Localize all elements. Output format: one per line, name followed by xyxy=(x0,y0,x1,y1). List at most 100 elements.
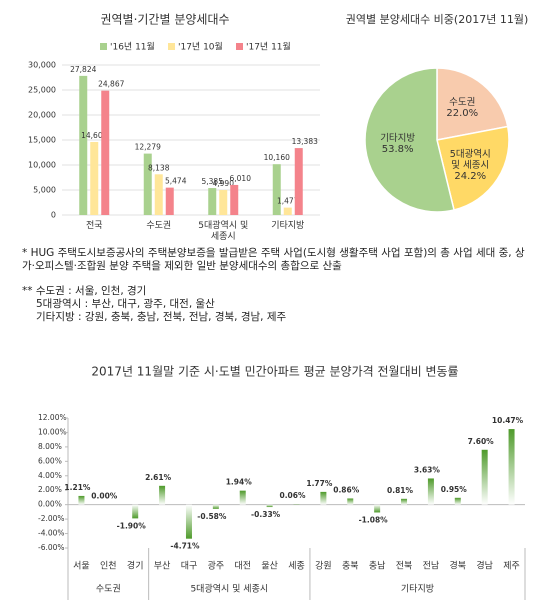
y-tick-label: 6.00% xyxy=(38,456,62,465)
y-tick-label: -6.00% xyxy=(38,543,65,552)
x-tick-label: 경북 xyxy=(450,560,467,572)
x-tick-label: 경남 xyxy=(476,560,493,572)
bar xyxy=(143,153,152,215)
value-label: 8,138 xyxy=(148,163,170,172)
value-label: 5,474 xyxy=(165,177,187,186)
value-label: 0.86% xyxy=(333,485,360,494)
x-tick-label: 대전 xyxy=(234,561,251,572)
slice-value: 24.2% xyxy=(454,171,487,183)
bar xyxy=(154,174,163,215)
y-tick-label: 20,000 xyxy=(28,111,56,120)
x-tick-label: 기타지방 xyxy=(271,221,305,231)
y-tick-label: 15,000 xyxy=(28,136,56,145)
bar xyxy=(219,190,228,215)
x-tick-label: 강원 xyxy=(315,561,332,572)
value-label: 7.60% xyxy=(468,437,495,446)
legend-swatch xyxy=(100,43,107,50)
bar xyxy=(78,495,85,505)
value-label: 1.77% xyxy=(306,479,333,488)
group-label: 기타지방 xyxy=(401,584,434,595)
x-tick-label: 서울 xyxy=(73,561,90,572)
slice-value: 53.8% xyxy=(381,143,414,155)
x-tick-label: 전국 xyxy=(85,221,103,231)
bar xyxy=(165,187,174,215)
value-label: 10.47% xyxy=(492,416,524,425)
x-tick-label: 전남 xyxy=(423,561,440,572)
x-tick-label: 광주 xyxy=(208,560,225,572)
bar xyxy=(294,148,303,215)
y-tick-label: 0.00% xyxy=(38,500,62,509)
region-note: 5대광역시 : 부산, 대구, 광주, 대전, 울산 xyxy=(36,298,215,310)
legend-label: '17년 11월 xyxy=(246,41,291,53)
value-label: 1,477 xyxy=(277,197,299,206)
bar xyxy=(132,504,139,519)
value-label: 0.95% xyxy=(441,485,468,494)
y-tick-label: 0 xyxy=(51,211,56,220)
chart-title: 2017년 11월말 기준 시·도별 민간아파트 평균 분양가격 전월대비 변동… xyxy=(91,365,458,379)
y-tick-label: 25,000 xyxy=(28,86,56,95)
bar xyxy=(481,449,488,505)
value-label: 0.06% xyxy=(279,491,306,500)
x-tick-label: 제주 xyxy=(503,561,520,572)
bar xyxy=(266,504,273,508)
value-label: -0.33% xyxy=(251,510,281,519)
value-label: -1.90% xyxy=(117,521,147,530)
y-tick-label: 8.00% xyxy=(38,442,62,451)
y-tick-label: -4.00% xyxy=(38,529,65,538)
x-tick-label: 부산 xyxy=(154,561,171,572)
value-label: 3.63% xyxy=(414,465,441,474)
slice-label: 수도권 xyxy=(449,97,476,109)
footnote: * HUG 주택도시보증공사의 주택분양보증을 발급받은 주택 사업(도시형 생… xyxy=(22,247,525,272)
value-label: 1.21% xyxy=(64,483,91,492)
value-label: -1.08% xyxy=(359,515,389,524)
bar xyxy=(208,188,217,215)
group-label: 수도권 xyxy=(96,583,121,595)
legend-label: '16년 11월 xyxy=(110,41,155,53)
bar xyxy=(239,490,246,505)
value-label: 10,160 xyxy=(264,153,290,162)
value-label: 2.61% xyxy=(145,473,172,482)
y-tick-label: -2.00% xyxy=(38,514,65,523)
y-tick-label: 10,000 xyxy=(28,161,56,170)
bar xyxy=(79,75,88,215)
pie-slice xyxy=(364,67,455,213)
bar xyxy=(427,478,434,505)
bar xyxy=(272,164,281,215)
value-label: 24,867 xyxy=(98,80,124,89)
x-tick-label: 전북 xyxy=(396,561,413,572)
y-tick-label: 5,000 xyxy=(33,186,56,195)
bar xyxy=(185,504,192,539)
value-label: 0.00% xyxy=(91,492,118,501)
x-tick-label: 세종 xyxy=(288,561,305,572)
y-tick-label: 12.00% xyxy=(38,413,67,422)
value-label: 12,279 xyxy=(135,143,161,152)
region-note: 기타지방 : 강원, 충북, 충남, 전북, 전남, 경북, 경남, 제주 xyxy=(36,311,287,323)
bar xyxy=(347,498,354,505)
x-tick-label: 대구 xyxy=(181,561,198,572)
value-label: 14,605 xyxy=(81,131,107,140)
chart-title: 권역별 분양세대수 비중(2017년 11월) xyxy=(346,13,529,26)
slice-value: 22.0% xyxy=(446,108,479,120)
bar xyxy=(320,491,327,505)
value-label: 1.94% xyxy=(226,478,253,487)
x-tick-label: 수도권 xyxy=(146,221,172,231)
x-tick-label: 충북 xyxy=(342,561,359,572)
value-label: 5,385 xyxy=(202,177,224,186)
region-note: ** 수도권 : 서울, 인천, 경기 xyxy=(22,285,147,297)
bar xyxy=(159,485,166,505)
y-tick-label: 10.00% xyxy=(38,427,67,436)
bar xyxy=(101,90,110,215)
bar xyxy=(454,497,461,505)
y-tick-label: 2.00% xyxy=(38,485,62,494)
x-tick-label: 울산 xyxy=(261,561,278,572)
bar xyxy=(212,504,219,509)
legend-swatch xyxy=(236,43,243,50)
value-label: 4,990 xyxy=(213,179,235,188)
bar xyxy=(283,207,292,215)
y-tick-label: 4.00% xyxy=(38,471,62,480)
bar xyxy=(401,498,408,505)
value-label: 13,383 xyxy=(292,137,318,146)
value-label: 6,010 xyxy=(230,174,252,183)
bar xyxy=(374,504,381,513)
